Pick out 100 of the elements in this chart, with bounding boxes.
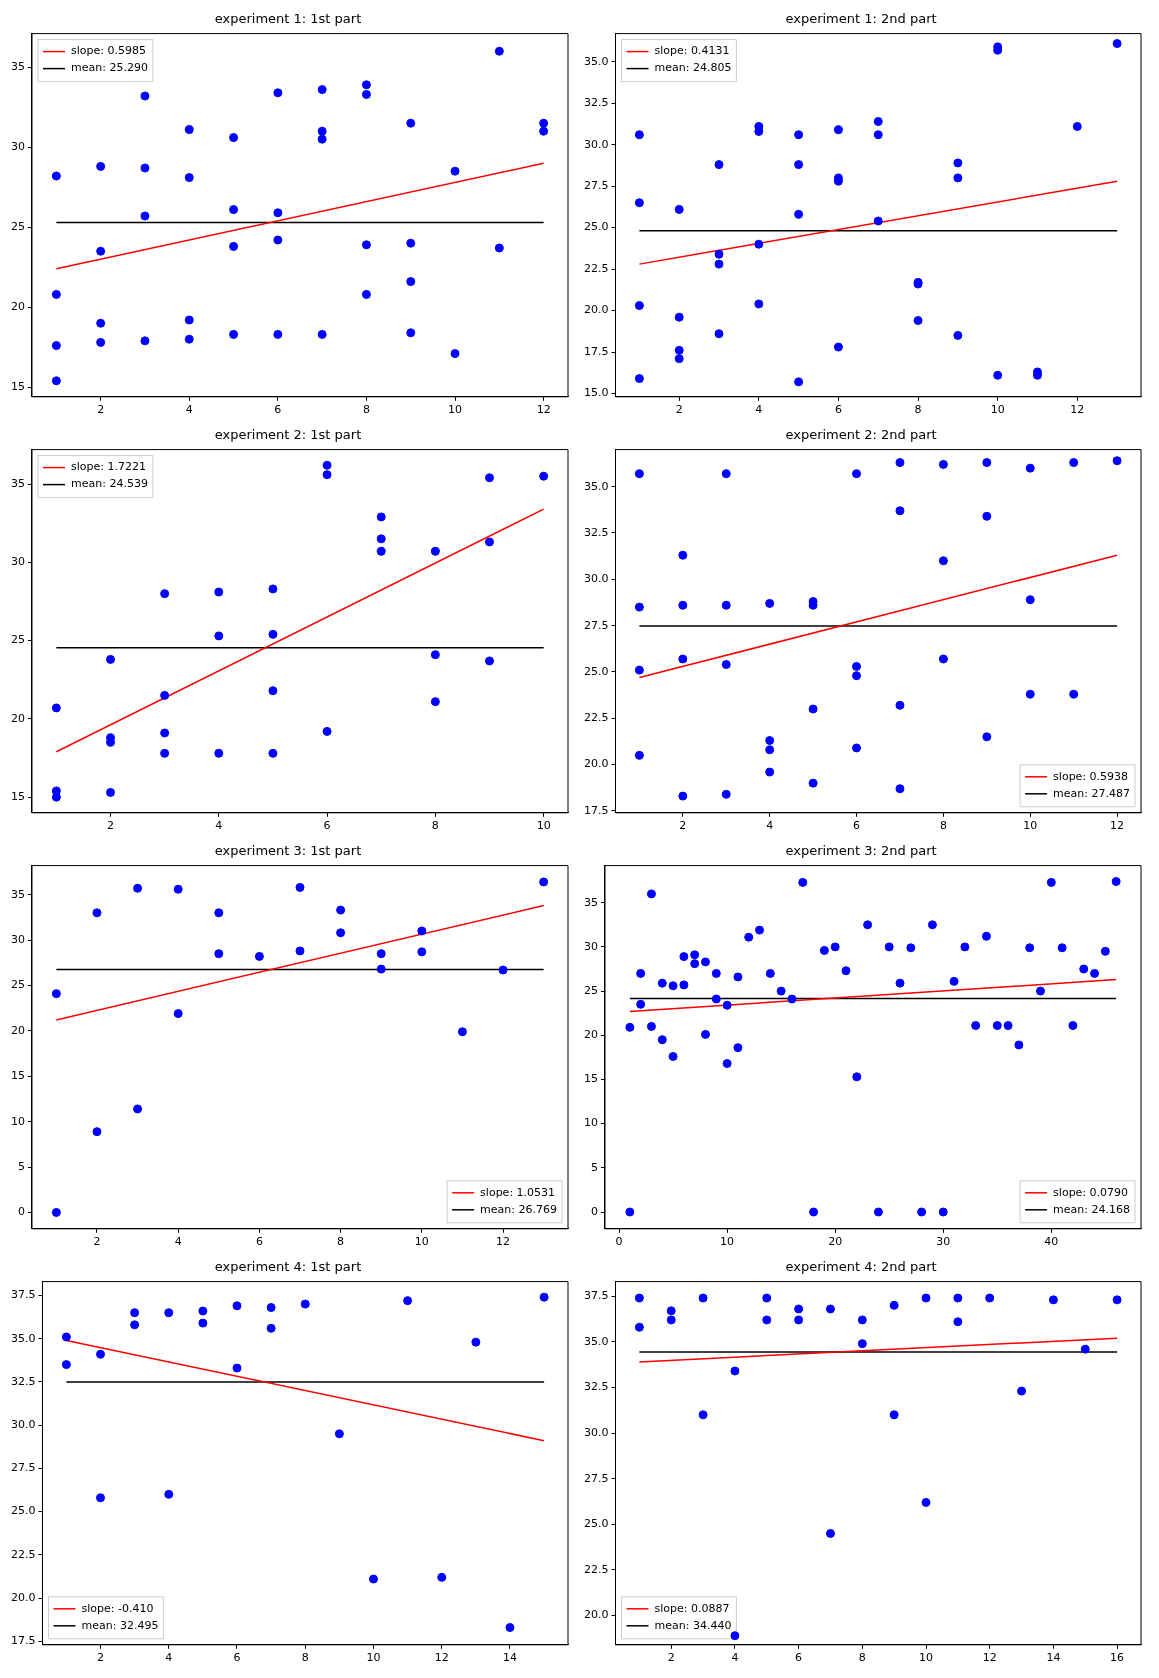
x-tick-label: 6 xyxy=(323,819,331,833)
x-tick-label: 4 xyxy=(165,1651,173,1665)
x-tick-label: 12 xyxy=(496,1235,511,1249)
y-tick-label: 35.0 xyxy=(583,1334,609,1348)
x-tick-label: 8 xyxy=(301,1651,309,1665)
x-tick-label: 4 xyxy=(755,403,763,417)
x-tick-label: 2 xyxy=(679,819,687,833)
y-tick-label: 25 xyxy=(11,633,25,647)
legend-label: mean: 27.487 xyxy=(1053,786,1130,800)
y-tick-label: 15 xyxy=(11,1069,25,1083)
x-tick-label: 0 xyxy=(615,1235,623,1249)
y-tick-label: 30.0 xyxy=(583,137,609,151)
x-tick-label: 4 xyxy=(185,403,193,417)
x-tick-label: 10 xyxy=(1023,819,1038,833)
x-tick-label: 8 xyxy=(337,1235,345,1249)
legend-label: slope: 0.5985 xyxy=(71,44,146,58)
y-tick-label: 20 xyxy=(11,1023,25,1037)
x-tick-label: 4 xyxy=(215,819,223,833)
x-tick-label: 8 xyxy=(939,819,947,833)
chart-title: experiment 1: 1st part xyxy=(214,11,362,27)
x-tick-label: 2 xyxy=(93,1235,101,1249)
y-tick-label: 5 xyxy=(18,1159,25,1173)
x-tick-label: 4 xyxy=(766,819,774,833)
y-tick-label: 0 xyxy=(18,1205,25,1219)
chart-title: experiment 2: 2nd part xyxy=(785,427,937,443)
x-tick-label: 2 xyxy=(107,819,114,833)
x-tick-label: 6 xyxy=(255,1235,263,1249)
x-tick-label: 2 xyxy=(667,1651,675,1665)
x-tick-label: 10 xyxy=(448,403,463,417)
y-tick-label: 15 xyxy=(584,1072,598,1086)
legend-label: slope: 0.0790 xyxy=(1053,1185,1129,1199)
legend-label: mean: 24.539 xyxy=(71,477,148,491)
legend-label: slope: 1.7221 xyxy=(71,460,146,474)
y-tick-label: 15 xyxy=(11,380,25,394)
y-tick-label: 17.5 xyxy=(583,344,609,358)
chart-title: experiment 4: 1st part xyxy=(214,1259,362,1275)
y-tick-label: 30 xyxy=(11,140,25,154)
x-tick-label: 30 xyxy=(936,1235,951,1249)
y-tick-label: 37.5 xyxy=(583,1289,609,1303)
legend-label: mean: 26.769 xyxy=(480,1202,557,1216)
y-tick-label: 25.0 xyxy=(583,1517,609,1531)
y-tick-label: 32.5 xyxy=(583,1380,609,1394)
y-tick-label: 35.0 xyxy=(583,54,609,68)
y-tick-label: 35 xyxy=(584,895,598,909)
y-tick-label: 35.0 xyxy=(10,1331,36,1345)
y-tick-label: 30 xyxy=(584,939,598,953)
x-tick-label: 8 xyxy=(431,819,439,833)
y-tick-label: 37.5 xyxy=(10,1288,36,1302)
y-tick-label: 35 xyxy=(11,476,25,490)
x-tick-label: 14 xyxy=(502,1651,517,1665)
chart-title: experiment 4: 2nd part xyxy=(785,1259,937,1275)
y-tick-label: 20.0 xyxy=(583,757,609,771)
y-tick-label: 15.0 xyxy=(583,386,609,400)
legend-label: mean: 34.440 xyxy=(654,1618,732,1632)
x-tick-label: 6 xyxy=(274,403,282,417)
x-tick-label: 2 xyxy=(97,403,105,417)
x-tick-label: 8 xyxy=(914,403,922,417)
y-tick-label: 35.0 xyxy=(583,479,609,493)
x-tick-label: 10 xyxy=(919,1651,934,1665)
y-tick-label: 20 xyxy=(11,300,25,314)
x-tick-label: 12 xyxy=(1110,819,1125,833)
y-tick-label: 30 xyxy=(11,555,25,569)
x-tick-label: 4 xyxy=(731,1651,739,1665)
x-tick-label: 12 xyxy=(434,1651,449,1665)
y-tick-label: 5 xyxy=(591,1160,598,1174)
x-tick-label: 6 xyxy=(853,819,861,833)
y-tick-label: 20.0 xyxy=(583,303,609,317)
legend-label: slope: 1.0531 xyxy=(480,1185,556,1199)
y-tick-label: 20 xyxy=(584,1028,598,1042)
y-tick-label: 27.5 xyxy=(10,1461,36,1475)
y-tick-label: 15 xyxy=(11,790,25,803)
y-tick-label: 30 xyxy=(11,932,25,946)
x-tick-label: 12 xyxy=(982,1651,997,1665)
chart-title: experiment 1: 2nd part xyxy=(785,11,937,27)
y-tick-label: 27.5 xyxy=(583,179,609,193)
y-tick-label: 27.5 xyxy=(583,618,609,632)
x-tick-label: 6 xyxy=(834,403,842,417)
y-tick-label: 20 xyxy=(11,711,25,725)
chart-title: experiment 3: 1st part xyxy=(214,843,362,859)
y-tick-label: 25 xyxy=(11,978,25,992)
x-tick-label: 2 xyxy=(675,403,683,417)
legend-label: slope: 0.4131 xyxy=(654,44,730,58)
legend-label: slope: 0.0887 xyxy=(654,1601,730,1615)
x-tick-label: 4 xyxy=(174,1235,182,1249)
y-tick-label: 30.0 xyxy=(10,1418,36,1432)
legend-label: slope: -0.410 xyxy=(81,1601,154,1615)
y-tick-label: 30.0 xyxy=(583,572,609,586)
x-tick-label: 2 xyxy=(97,1651,104,1665)
x-tick-label: 10 xyxy=(366,1651,381,1665)
y-tick-label: 32.5 xyxy=(583,96,609,110)
y-tick-label: 17.5 xyxy=(583,803,609,817)
y-tick-label: 25.0 xyxy=(10,1504,36,1518)
y-tick-label: 17.5 xyxy=(10,1634,36,1648)
x-tick-label: 6 xyxy=(233,1651,241,1665)
y-tick-label: 25.0 xyxy=(583,664,609,678)
chart-title: experiment 3: 2nd part xyxy=(785,843,937,859)
legend-label: mean: 32.495 xyxy=(81,1618,159,1632)
y-tick-label: 35 xyxy=(11,60,25,74)
legend-label: mean: 24.805 xyxy=(654,61,732,75)
x-tick-label: 8 xyxy=(362,403,370,417)
